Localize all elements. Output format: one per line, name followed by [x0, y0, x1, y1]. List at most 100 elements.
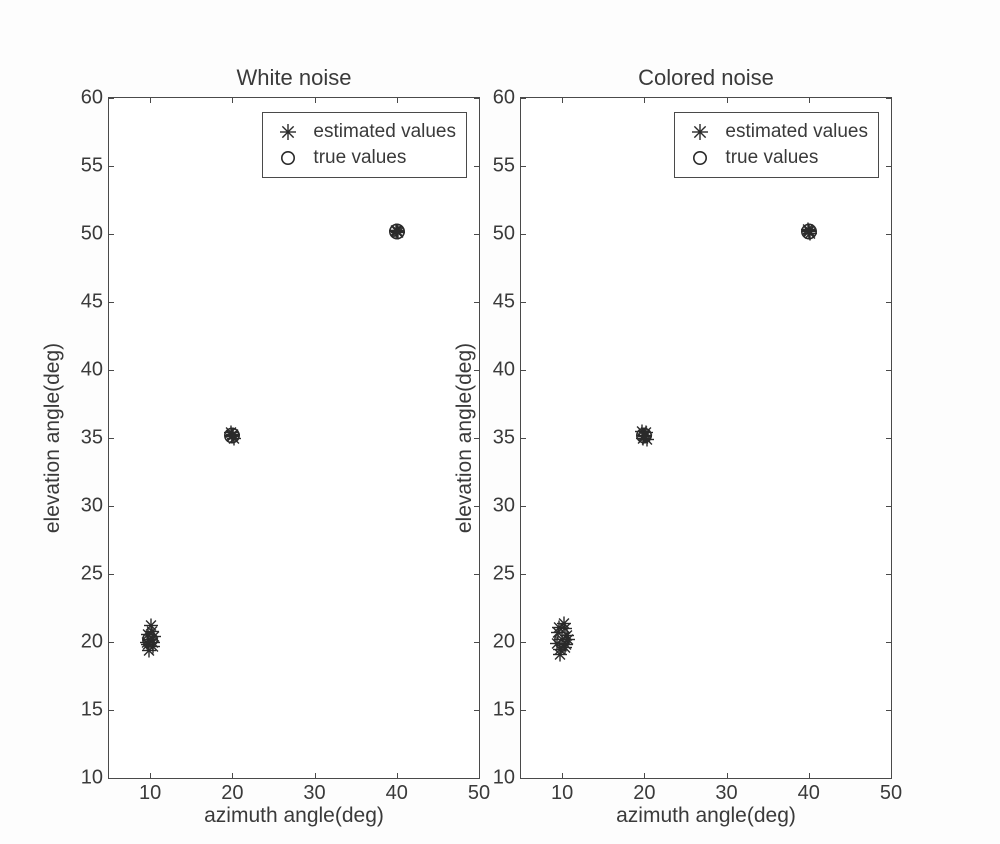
y-tick-label: 50	[493, 223, 521, 246]
estimated-value-marker	[141, 638, 155, 657]
estimated-value-marker	[227, 431, 241, 450]
legend-item: estimated values	[273, 119, 456, 145]
estimated-value-marker	[553, 642, 567, 661]
estimated-value-marker	[552, 620, 566, 639]
y-tick-label: 35	[493, 427, 521, 450]
x-tick-label: 20	[221, 778, 243, 805]
tick-mark	[521, 98, 526, 99]
y-tick-label: 10	[493, 767, 521, 790]
tick-mark	[891, 773, 892, 778]
estimated-value-marker	[390, 225, 404, 244]
tick-mark	[397, 98, 398, 103]
tick-mark	[727, 773, 728, 778]
tick-mark	[479, 98, 480, 103]
true-value-marker	[142, 632, 158, 653]
tick-mark	[150, 98, 151, 103]
x-tick-label: 30	[303, 778, 325, 805]
x-tick-label: 10	[551, 778, 573, 805]
estimated-value-marker	[637, 429, 651, 448]
estimated-value-marker	[142, 643, 156, 662]
tick-mark	[886, 302, 891, 303]
legend-item: true values	[685, 145, 868, 171]
tick-mark	[521, 438, 526, 439]
estimated-value-marker	[640, 433, 654, 452]
tick-mark	[232, 98, 233, 103]
estimated-value-marker	[391, 226, 405, 245]
tick-mark	[886, 370, 891, 371]
tick-mark	[474, 302, 479, 303]
legend-item: true values	[273, 145, 456, 171]
y-axis-label: elevation angle(deg)	[453, 343, 477, 533]
estimated-value-marker	[144, 619, 158, 638]
axes: elevation angle(deg)azimuth angle(deg)10…	[108, 97, 480, 779]
tick-mark	[232, 773, 233, 778]
estimated-value-marker	[146, 639, 160, 658]
estimated-value-marker	[141, 627, 155, 646]
y-tick-label: 60	[81, 87, 109, 110]
tick-mark	[886, 710, 891, 711]
estimated-value-marker	[225, 430, 239, 449]
tick-mark	[479, 773, 480, 778]
legend: estimated valuestrue values	[674, 112, 879, 178]
estimated-value-marker	[389, 223, 403, 242]
y-tick-label: 40	[493, 359, 521, 382]
y-tick-label: 55	[81, 155, 109, 178]
tick-mark	[109, 438, 114, 439]
circle-icon	[685, 149, 715, 167]
legend-label: estimated values	[725, 121, 868, 143]
estimated-value-marker	[802, 223, 816, 242]
estimated-value-marker	[147, 630, 161, 649]
estimated-value-marker	[224, 426, 238, 445]
x-axis-label: azimuth angle(deg)	[204, 804, 384, 828]
tick-mark	[886, 166, 891, 167]
tick-mark	[109, 234, 114, 235]
tick-mark	[397, 773, 398, 778]
estimated-value-marker	[550, 637, 564, 656]
legend: estimated valuestrue values	[262, 112, 467, 178]
y-tick-label: 15	[81, 699, 109, 722]
tick-mark	[644, 773, 645, 778]
tick-mark	[150, 773, 151, 778]
tick-mark	[109, 370, 114, 371]
tick-mark	[809, 773, 810, 778]
tick-mark	[109, 778, 114, 779]
estimated-value-marker	[803, 227, 817, 246]
estimated-value-marker	[390, 224, 404, 243]
tick-mark	[474, 234, 479, 235]
y-tick-label: 45	[493, 291, 521, 314]
y-tick-label: 25	[493, 563, 521, 586]
x-tick-label: 50	[468, 778, 490, 805]
x-tick-label: 10	[139, 778, 161, 805]
y-tick-label: 20	[493, 631, 521, 654]
chart-title: White noise	[108, 65, 480, 91]
tick-mark	[521, 710, 526, 711]
estimated-value-marker	[555, 633, 569, 652]
y-tick-label: 25	[81, 563, 109, 586]
y-tick-label: 15	[493, 699, 521, 722]
tick-mark	[562, 773, 563, 778]
estimated-value-marker	[561, 633, 575, 652]
x-tick-label: 20	[633, 778, 655, 805]
estimated-value-marker	[635, 424, 649, 443]
tick-mark	[886, 574, 891, 575]
circle-icon	[273, 149, 303, 167]
chart-panel: White noise elevation angle(deg)azimuth a…	[108, 65, 480, 779]
tick-mark	[886, 234, 891, 235]
figure: White noiseelevation angle(deg)azimuth a…	[0, 0, 1000, 844]
y-tick-label: 10	[81, 767, 109, 790]
legend-label: estimated values	[313, 121, 456, 143]
x-tick-label: 30	[715, 778, 737, 805]
tick-mark	[315, 773, 316, 778]
y-tick-label: 40	[81, 359, 109, 382]
tick-mark	[521, 234, 526, 235]
tick-mark	[521, 166, 526, 167]
tick-mark	[474, 642, 479, 643]
star-icon	[685, 123, 715, 141]
estimated-value-marker	[225, 429, 239, 448]
tick-mark	[891, 98, 892, 103]
y-tick-label: 60	[493, 87, 521, 110]
y-tick-label: 35	[81, 427, 109, 450]
x-tick-label: 50	[880, 778, 902, 805]
tick-mark	[727, 98, 728, 103]
true-value-marker	[801, 224, 817, 245]
